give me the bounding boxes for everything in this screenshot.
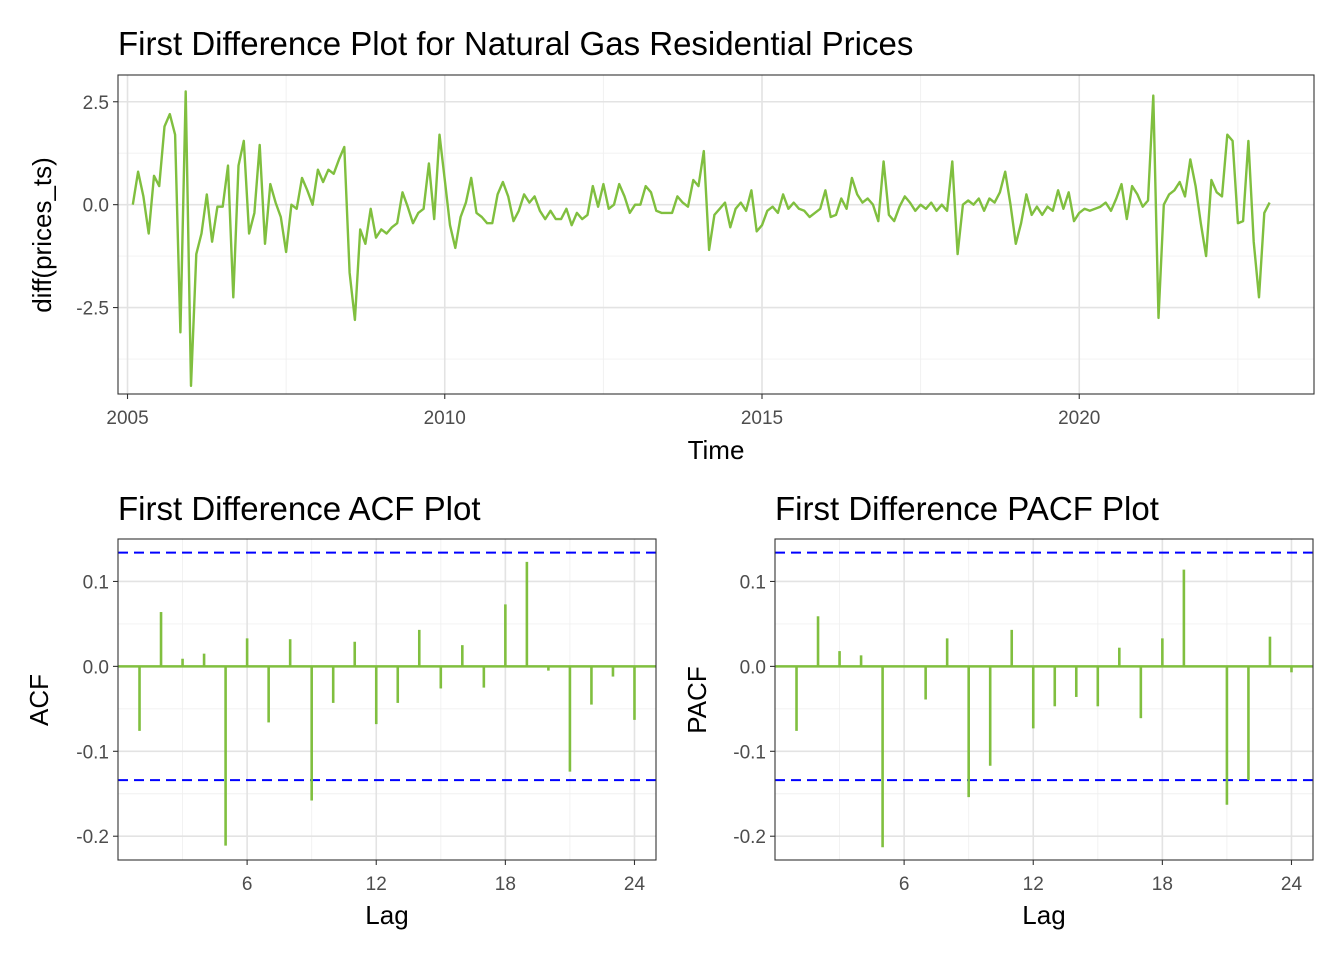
time-series-x-tick-label: 2015 (741, 408, 783, 429)
pacf-x-tick-label: 6 (899, 874, 910, 895)
time-series-x-tick-label: 2005 (106, 408, 148, 429)
acf-panel: First Difference ACF Plot 6 12 18 24 0.1 0.0 -… (24, 490, 657, 930)
pacf-x-axis-title: Lag (1022, 900, 1065, 930)
acf-marks (118, 551, 656, 846)
acf-ticks: 6 12 18 24 0.1 0.0 -0.1 -0.2 (76, 572, 645, 895)
acf-grid (118, 539, 656, 860)
acf-x-tick-label: 24 (624, 874, 646, 895)
acf-x-tick-label: 6 (242, 874, 253, 895)
pacf-x-tick-label: 12 (1023, 874, 1044, 895)
pacf-x-tick-label: 24 (1281, 874, 1303, 895)
pacf-panel-border (774, 538, 1314, 861)
time-series-panel: First Difference Plot for Natural Gas Re… (27, 25, 1315, 465)
time-series-y-tick-label: -2.5 (76, 299, 109, 320)
acf-title: First Difference ACF Plot (118, 490, 481, 527)
pacf-panel: First Difference PACF Plot 6 12 18 24 0.1 0.0… (682, 490, 1314, 930)
time-series-line (131, 90, 1271, 387)
pacf-y-axis-title: PACF (682, 666, 712, 733)
pacf-y-tick-label: 0.1 (740, 572, 766, 593)
pacf-x-tick-label: 18 (1152, 874, 1173, 895)
time-series-title: First Difference Plot for Natural Gas Re… (118, 25, 913, 62)
time-series-panel-border (117, 74, 1315, 395)
time-series-y-axis-title: diff(prices_ts) (27, 157, 57, 313)
time-series-ticks: 2005 2010 2015 2020 2.5 0.0 -2.5 (76, 93, 1100, 429)
acf-y-tick-label: 0.0 (83, 657, 109, 678)
acf-y-tick-label: -0.1 (76, 742, 109, 763)
time-series-x-tick-label: 2020 (1058, 408, 1100, 429)
acf-y-tick-label: -0.2 (76, 827, 109, 848)
pacf-ticks: 6 12 18 24 0.1 0.0 -0.1 -0.2 (733, 572, 1302, 895)
pacf-y-tick-label: -0.2 (733, 827, 766, 848)
time-series-grid (118, 75, 1314, 394)
time-series-y-tick-label: 2.5 (83, 93, 109, 114)
time-series-y-tick-label: 0.0 (83, 196, 109, 217)
time-series-x-tick-label: 2010 (424, 408, 466, 429)
acf-x-tick-label: 12 (366, 874, 387, 895)
acf-x-tick-label: 18 (495, 874, 516, 895)
time-series-marks (131, 90, 1271, 387)
acf-x-axis-title: Lag (365, 900, 408, 930)
acf-panel-border (117, 538, 657, 861)
pacf-y-tick-label: -0.1 (733, 742, 766, 763)
time-series-x-axis-title: Time (688, 435, 745, 465)
acf-y-tick-label: 0.1 (83, 572, 109, 593)
pacf-y-tick-label: 0.0 (740, 657, 766, 678)
acf-y-axis-title: ACF (24, 674, 54, 726)
pacf-title: First Difference PACF Plot (775, 490, 1159, 527)
pacf-grid (775, 539, 1313, 860)
pacf-marks (775, 551, 1313, 848)
